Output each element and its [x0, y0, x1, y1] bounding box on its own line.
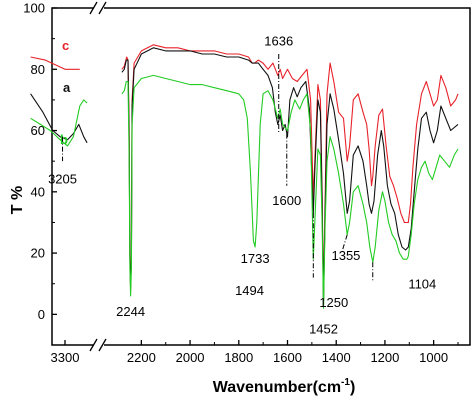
y-tick-label: 0 [38, 307, 45, 322]
series-c-label: c [62, 38, 69, 53]
x-tick-label: 3300 [51, 350, 80, 365]
series-c-line-left [30, 56, 80, 70]
plot-frame [51, 1, 471, 352]
annotation-leader-line [341, 234, 348, 254]
series-b-line-right [121, 74, 459, 309]
series-a-line-left [30, 93, 88, 144]
series-lines: c a b [30, 38, 459, 309]
x-tick-label: 1200 [370, 350, 399, 365]
x-tick-label: 1400 [322, 350, 351, 365]
peak-label: 1452 [309, 322, 338, 337]
peak-label: 1600 [272, 193, 301, 208]
y-tick-label: 100 [23, 1, 45, 16]
y-tick-label: 80 [31, 62, 45, 77]
axis-break-gap-bottom [94, 341, 104, 349]
peak-annotations: 3205 2244 1733 1636 1600 1494 1452 1355 1250 1104 [48, 34, 436, 337]
x-tick-label: 2200 [127, 350, 156, 365]
y-axis-title: T % [9, 186, 26, 214]
axis-break-mark [89, 1, 98, 15]
y-tick-label: 20 [31, 246, 45, 261]
x-tick-label: 1600 [273, 350, 302, 365]
x-axis-title-sup: -1 [341, 377, 350, 388]
x-tick-label: 2000 [176, 350, 205, 365]
peak-label: 1733 [241, 251, 270, 266]
series-a-label: a [63, 80, 71, 95]
peak-label: 2244 [116, 304, 145, 319]
plot-border [51, 7, 471, 346]
axis-ticks: 0 20 40 60 80 100 3300 2200 2000 1800 1600 1400 1200… [23, 1, 459, 365]
peak-label: 1104 [408, 277, 436, 292]
y-tick-label: 40 [31, 184, 45, 199]
axis-break-mark [98, 338, 107, 352]
axis-break-gap-top [94, 4, 104, 12]
peak-label: 1355 [331, 248, 360, 263]
series-a-line-right [121, 47, 459, 306]
y-tick-label: 60 [31, 123, 45, 138]
peak-label: 3205 [48, 172, 77, 187]
axis-break-mark [89, 338, 98, 352]
x-tick-label: 1800 [224, 350, 253, 365]
x-axis-title: Wavenumber(cm-1) [213, 377, 356, 396]
peak-label: 1636 [264, 34, 293, 49]
x-axis-title-end: ) [350, 379, 355, 396]
series-b-line-left [30, 99, 88, 147]
axis-break-mark [98, 1, 107, 15]
x-tick-label: 1000 [419, 350, 448, 365]
peak-label: 1250 [319, 295, 348, 310]
x-axis-title-main: Wavenumber(cm [213, 379, 341, 396]
series-b-label: b [60, 132, 68, 147]
series-c-line-right [121, 44, 459, 300]
peak-label: 1494 [235, 283, 264, 298]
